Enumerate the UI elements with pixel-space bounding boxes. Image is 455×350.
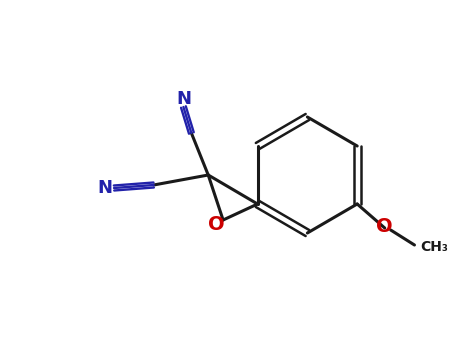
Text: O: O: [208, 215, 224, 233]
Text: O: O: [376, 217, 393, 236]
Text: CH₃: CH₃: [420, 240, 448, 254]
Text: N: N: [98, 179, 112, 197]
Text: N: N: [176, 90, 191, 108]
